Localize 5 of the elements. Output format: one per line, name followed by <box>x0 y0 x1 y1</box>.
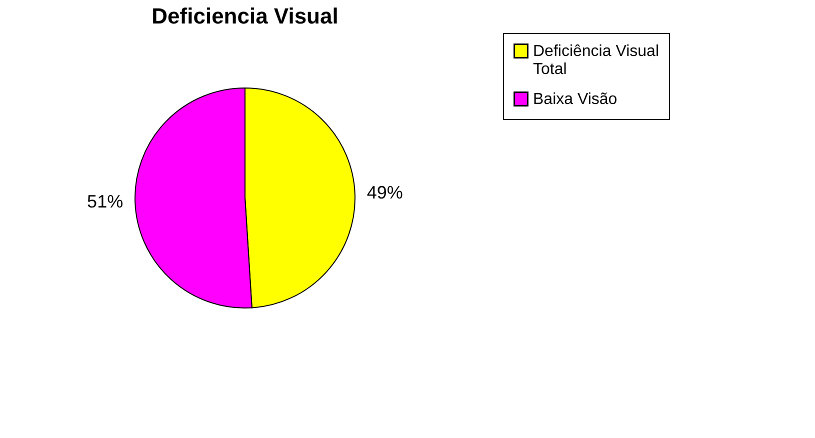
legend-label: Baixa Visão <box>533 91 618 108</box>
data-label: 49% <box>366 182 403 203</box>
data-label: 51% <box>87 191 124 212</box>
chart-title: Deficiencia Visual <box>152 4 338 28</box>
legend-label: Deficiência Visual Total <box>533 43 659 78</box>
